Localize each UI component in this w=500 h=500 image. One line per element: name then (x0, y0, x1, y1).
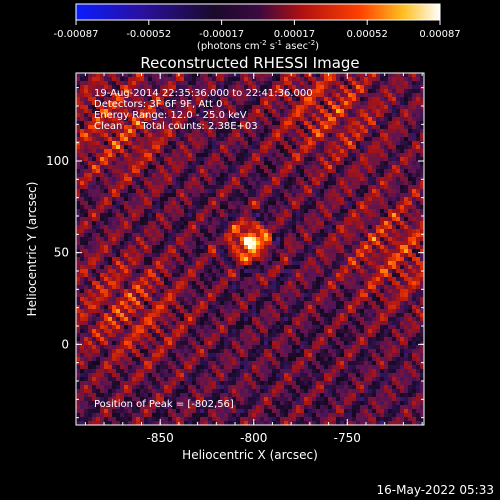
plot-area: -850 -800 -750 0 50 100 (46, 72, 425, 445)
y-tick-label: 0 (61, 337, 69, 351)
plot-frame (75, 72, 425, 426)
colorbar-tick-label: -0.00087 (54, 29, 99, 40)
colorbar-tick-label: 0.00052 (347, 29, 388, 40)
colorbar: -0.00087 -0.00052 -0.00017 0.00017 0.00052 0.… (54, 3, 461, 52)
y-tick-label: 50 (54, 246, 69, 260)
colorbar-tick-label: 0.00087 (419, 29, 460, 40)
annotation-energy-range: Energy Range: 12.0 - 25.0 keV (94, 110, 247, 121)
colorbar-tick-label: -0.00052 (126, 29, 171, 40)
footer-timestamp: 16-May-2022 05:33 (377, 483, 494, 497)
peak-position-label: Position of Peak = [-802,56] (94, 399, 234, 410)
colorbar-tick-label: -0.00017 (199, 29, 244, 40)
observation-info: 19-Aug-2014 22:35:36.000 to 22:41:36.000… (94, 88, 313, 132)
chart-title: Reconstructed RHESSI Image (140, 54, 359, 72)
colorbar-ticks: -0.00087 -0.00052 -0.00017 0.00017 0.00052 0.… (54, 20, 461, 40)
colorbar-gradient (75, 3, 441, 21)
x-tick-label: -850 (147, 431, 174, 445)
y-axis-title: Heliocentric Y (arcsec) (25, 182, 39, 317)
heatmap-image (76, 73, 424, 425)
annotation-detectors: Detectors: 3F 6F 9F, Att 0 (94, 99, 222, 110)
x-tick-label: -800 (240, 431, 267, 445)
annotation-clean-counts: Clean Total counts: 2.38E+03 (94, 121, 258, 132)
annotation-time-range: 19-Aug-2014 22:35:36.000 to 22:41:36.000 (94, 88, 313, 99)
y-tick-label: 100 (46, 154, 69, 168)
axis-ticks: -850 -800 -750 0 50 100 (46, 73, 424, 445)
x-tick-label: -750 (334, 431, 361, 445)
colorbar-tick-label: 0.00017 (274, 29, 315, 40)
x-axis-title: Heliocentric X (arcsec) (182, 448, 318, 462)
colorbar-unit-label: (photons cm-2 s-1 asec-2) (197, 39, 319, 52)
